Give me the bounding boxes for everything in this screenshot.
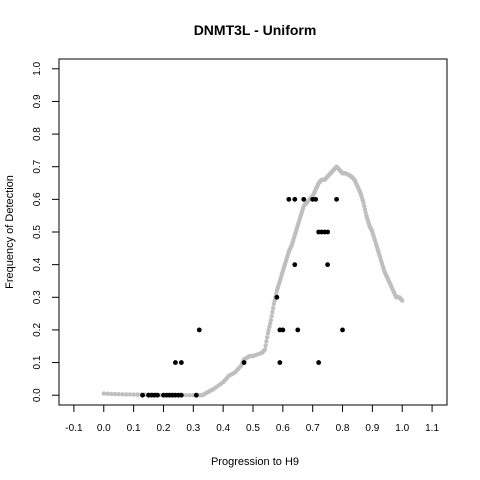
- detection-point: [173, 360, 178, 365]
- detection-point: [179, 360, 184, 365]
- y-tick-label: 0.4: [32, 257, 43, 271]
- y-tick-label: 0.9: [32, 94, 43, 108]
- detection-point: [197, 328, 202, 333]
- smooth-curve-point: [269, 318, 273, 322]
- detection-point: [286, 197, 291, 202]
- smooth-curve-point: [263, 347, 267, 351]
- x-tick-label: -0.1: [65, 423, 83, 434]
- chart-title: DNMT3L - Uniform: [194, 22, 317, 38]
- detection-point: [340, 328, 345, 333]
- y-tick-label: 0.6: [32, 192, 43, 206]
- detection-point: [155, 393, 160, 398]
- detection-point: [179, 393, 184, 398]
- smooth-curve-point: [264, 339, 268, 343]
- detection-point: [325, 262, 330, 267]
- y-axis-label: Frequency of Detection: [4, 175, 16, 289]
- detection-point: [322, 230, 327, 235]
- y-tick-label: 0.8: [32, 127, 43, 141]
- detection-point: [301, 197, 306, 202]
- x-tick-label: 0.1: [127, 423, 141, 434]
- detection-point: [280, 328, 285, 333]
- x-axis-label: Progression to H9: [211, 456, 299, 468]
- y-tick-label: 0.2: [32, 323, 43, 337]
- x-tick-label: 0.8: [336, 423, 350, 434]
- x-tick-label: 0.7: [306, 423, 320, 434]
- detection-point: [194, 393, 199, 398]
- detection-points-series: [140, 197, 345, 398]
- y-tick-label: 0.1: [32, 355, 43, 369]
- smooth-curve-point: [400, 298, 404, 302]
- detection-point: [274, 295, 279, 300]
- y-tick-label: 0.7: [32, 159, 43, 173]
- smooth-curve-point: [265, 335, 269, 339]
- x-tick-label: 0.3: [186, 423, 200, 434]
- detection-point: [242, 360, 247, 365]
- smooth-curve-point: [269, 314, 273, 318]
- x-tick-label: 0.5: [246, 423, 260, 434]
- detection-point: [334, 197, 339, 202]
- y-tick-label: 1.0: [32, 61, 43, 75]
- detection-point: [316, 360, 321, 365]
- smooth-curve-point: [270, 310, 274, 314]
- x-tick-label: 1.0: [395, 423, 409, 434]
- x-axis: -0.1 0.0 0.1 0.2 0.3 0.4 0.5 0.6 0.7 0.8 0.9 1.0 1.1: [65, 405, 439, 434]
- y-tick-label: 0.5: [32, 225, 43, 239]
- detection-point: [295, 328, 300, 333]
- y-axis: 0.0 0.1 0.2 0.3 0.4 0.5 0.6 0.7 0.8 0.9 1.0: [32, 61, 59, 402]
- plot-frame: [59, 59, 447, 405]
- detection-point: [313, 197, 318, 202]
- detection-point: [277, 360, 282, 365]
- x-tick-label: 0.0: [97, 423, 111, 434]
- x-tick-label: 0.9: [365, 423, 379, 434]
- smooth-curve-point: [263, 343, 267, 347]
- detection-point: [140, 393, 145, 398]
- smooth-curve-point: [271, 306, 275, 310]
- detection-point: [292, 197, 297, 202]
- smooth-curve-series: [102, 165, 405, 398]
- x-tick-label: 0.6: [276, 423, 290, 434]
- x-tick-label: 1.1: [425, 423, 439, 434]
- y-tick-label: 0.0: [32, 388, 43, 402]
- detection-point: [292, 262, 297, 267]
- x-tick-label: 0.2: [157, 423, 171, 434]
- y-tick-label: 0.3: [32, 290, 43, 304]
- x-tick-label: 0.4: [216, 423, 230, 434]
